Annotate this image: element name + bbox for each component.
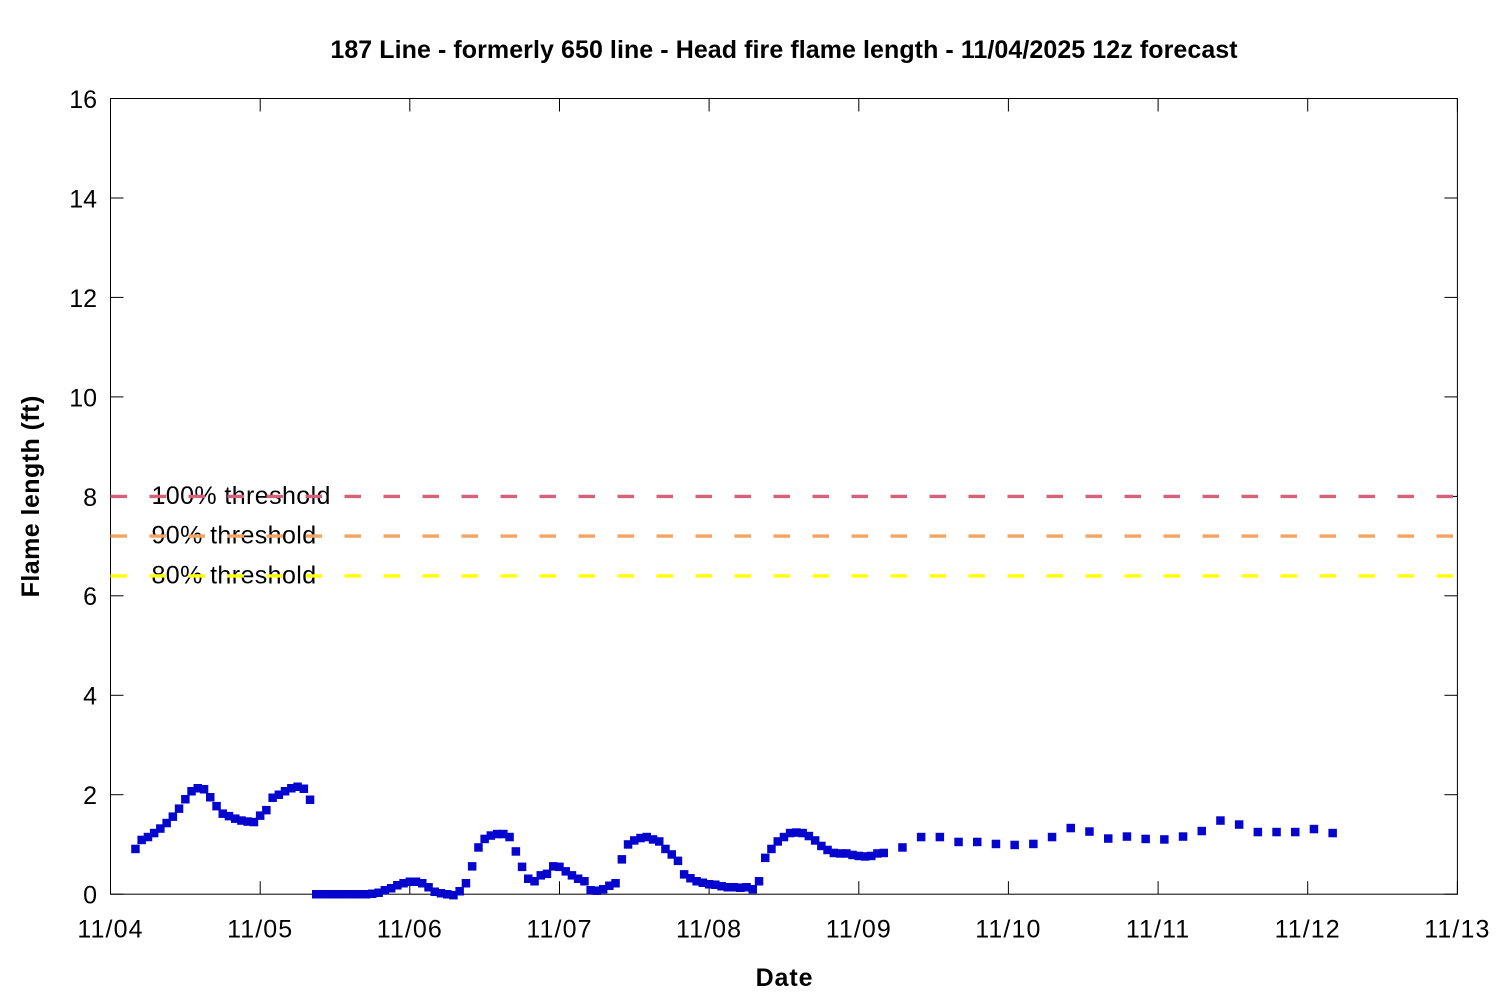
svg-text:11/11: 11/11: [1126, 916, 1190, 944]
svg-text:11/04: 11/04: [77, 916, 143, 944]
svg-text:10: 10: [69, 384, 97, 412]
svg-text:11/07: 11/07: [526, 916, 592, 944]
svg-text:8: 8: [83, 484, 97, 512]
svg-text:2: 2: [83, 782, 97, 810]
svg-text:11/05: 11/05: [227, 916, 293, 944]
svg-text:187 Line - formerly 650 line -: 187 Line - formerly 650 line - Head fire…: [330, 36, 1238, 64]
svg-text:12: 12: [69, 285, 97, 313]
svg-text:11/12: 11/12: [1275, 916, 1341, 944]
svg-text:11/06: 11/06: [377, 916, 443, 944]
svg-text:6: 6: [83, 583, 97, 611]
svg-text:14: 14: [69, 185, 97, 213]
svg-text:11/08: 11/08: [676, 916, 742, 944]
svg-text:16: 16: [69, 86, 97, 114]
svg-text:11/09: 11/09: [826, 916, 892, 944]
svg-text:4: 4: [83, 683, 97, 711]
svg-text:Flame length (ft): Flame length (ft): [17, 395, 45, 597]
svg-text:0: 0: [83, 882, 97, 910]
svg-text:11/10: 11/10: [975, 916, 1041, 944]
svg-text:Date: Date: [756, 964, 814, 992]
svg-text:11/13: 11/13: [1424, 916, 1490, 944]
